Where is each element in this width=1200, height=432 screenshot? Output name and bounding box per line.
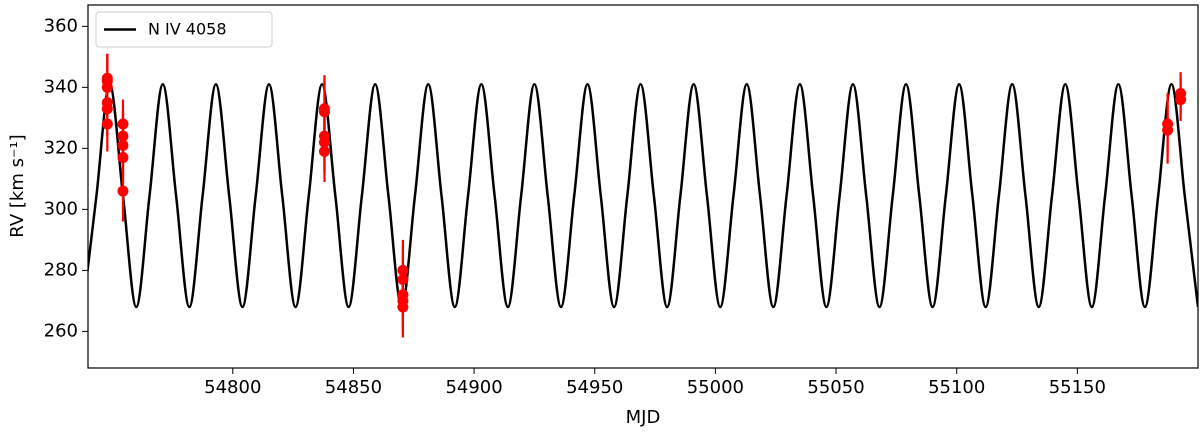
rv-point bbox=[117, 152, 129, 164]
x-tick-label: 54900 bbox=[445, 377, 502, 398]
axes-frame bbox=[87, 4, 1199, 369]
rv-point bbox=[101, 118, 113, 130]
rv-point bbox=[1175, 94, 1187, 106]
x-tick-label: 55000 bbox=[687, 377, 744, 398]
y-tick-label: 280 bbox=[44, 259, 78, 280]
rv-point bbox=[117, 185, 129, 197]
rv-point bbox=[117, 130, 129, 142]
rv-point bbox=[318, 136, 330, 148]
legend-box bbox=[95, 11, 273, 48]
x-tick-label: 55050 bbox=[807, 377, 864, 398]
y-tick-label: 340 bbox=[44, 76, 78, 97]
rv-point bbox=[318, 145, 330, 157]
y-tick-label: 360 bbox=[44, 15, 78, 36]
x-tick-label: 54950 bbox=[566, 377, 623, 398]
rv-point bbox=[101, 103, 113, 115]
legend: N IV 4058 bbox=[95, 11, 273, 48]
rv-point bbox=[117, 139, 129, 151]
rv-point bbox=[318, 106, 330, 118]
y-tick-label: 320 bbox=[44, 137, 78, 158]
rv-point bbox=[397, 301, 409, 313]
plot-area bbox=[88, 53, 1198, 338]
rv-point bbox=[397, 274, 409, 286]
x-axis-label: MJD bbox=[626, 407, 661, 428]
y-tick-label: 300 bbox=[44, 198, 78, 219]
rv-point bbox=[101, 81, 113, 93]
y-axis-label: RV [km s⁻¹] bbox=[7, 134, 28, 237]
rv-point bbox=[117, 118, 129, 130]
x-tick-label: 54850 bbox=[325, 377, 382, 398]
x-tick-label: 54800 bbox=[204, 377, 261, 398]
x-tick-label: 55150 bbox=[1049, 377, 1106, 398]
legend-label: N IV 4058 bbox=[148, 20, 227, 39]
x-tick-label: 55100 bbox=[928, 377, 985, 398]
rv-point bbox=[397, 264, 409, 276]
y-tick-label: 260 bbox=[44, 320, 78, 341]
rv-curve bbox=[88, 83, 1198, 309]
rv-point bbox=[1162, 124, 1174, 136]
